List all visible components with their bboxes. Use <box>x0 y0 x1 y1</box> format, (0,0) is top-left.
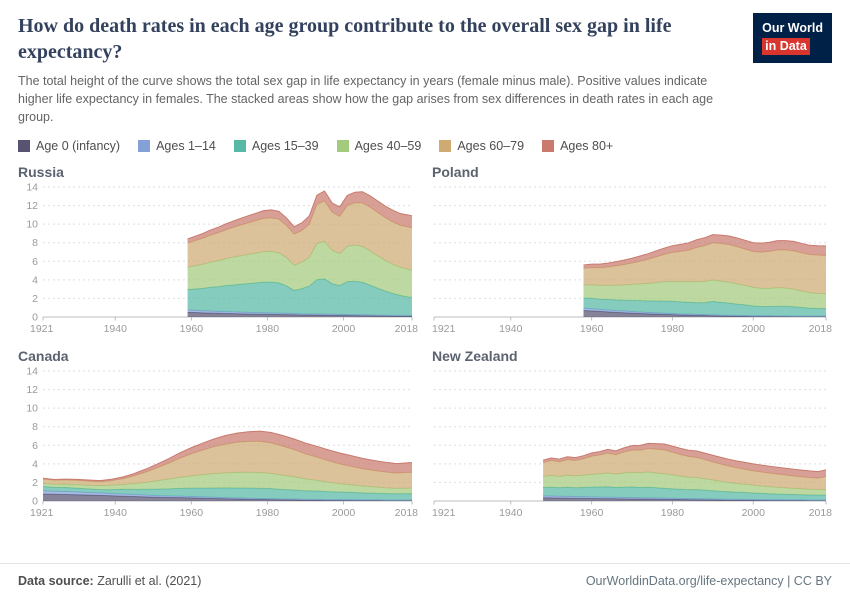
chart-cell-canada: Canada 0 2 4 6 8 10 12 14 1921 1940 1960 1980 2000 20… <box>16 339 420 523</box>
svg-text:10: 10 <box>26 403 38 415</box>
facet-title-poland: Poland <box>432 164 479 181</box>
legend-swatch-icon <box>542 140 555 153</box>
svg-text:1980: 1980 <box>256 323 280 335</box>
chart-cell-new-zealand: New Zealand 1921 1940 1960 1980 2000 2018 <box>430 339 834 523</box>
svg-text:2: 2 <box>32 293 38 305</box>
credit-link[interactable]: OurWorldinData.org/life-expectancy | CC … <box>585 574 832 588</box>
svg-text:6: 6 <box>32 256 38 268</box>
svg-text:2000: 2000 <box>742 323 766 335</box>
svg-text:0: 0 <box>32 496 38 508</box>
svg-text:1940: 1940 <box>104 323 128 335</box>
stacked-area-chart-new-zealand: 1921 1940 1960 1980 2000 2018 <box>432 370 832 519</box>
data-source-value: Zarulli et al. (2021) <box>93 574 202 588</box>
owid-logo[interactable]: Our World in Data <box>753 13 832 63</box>
svg-text:2: 2 <box>32 477 38 489</box>
facet-title-new-zealand: New Zealand <box>432 348 518 365</box>
svg-text:8: 8 <box>32 422 38 434</box>
legend-item-ages-1-14: Ages 1–14 <box>138 139 216 153</box>
svg-text:1980: 1980 <box>661 507 685 519</box>
svg-text:10: 10 <box>26 219 38 231</box>
legend-label: Ages 60–79 <box>457 139 525 154</box>
svg-text:1921: 1921 <box>30 507 54 519</box>
svg-text:8: 8 <box>32 238 38 250</box>
svg-text:12: 12 <box>26 384 38 396</box>
svg-text:1940: 1940 <box>104 507 128 519</box>
svg-text:2018: 2018 <box>809 323 832 335</box>
owid-logo-line2: in Data <box>762 37 810 55</box>
svg-text:1921: 1921 <box>432 323 456 335</box>
svg-text:2018: 2018 <box>395 323 418 335</box>
legend-swatch-icon <box>18 140 30 153</box>
legend-swatch-icon <box>439 140 452 153</box>
legend-item-ages-80-plus: Ages 80+ <box>542 139 613 153</box>
legend-label: Ages 15–39 <box>251 139 319 154</box>
svg-text:1940: 1940 <box>499 323 523 335</box>
svg-text:2000: 2000 <box>332 323 356 335</box>
legend-label: Ages 40–59 <box>354 139 422 154</box>
facet-title-russia: Russia <box>18 164 64 181</box>
svg-text:4: 4 <box>32 275 38 287</box>
stacked-area-chart-russia: 0 2 4 6 8 10 12 14 1921 1940 1960 1980 2000 2018 <box>26 182 418 336</box>
legend-swatch-icon <box>336 140 349 153</box>
svg-text:1960: 1960 <box>580 323 604 335</box>
legend-item-ages-15-39: Ages 15–39 <box>233 139 319 154</box>
footer: Data source: Zarulli et al. (2021) OurWo… <box>0 563 850 600</box>
svg-text:1960: 1960 <box>580 507 604 519</box>
stacked-area-chart-poland: 1921 1940 1960 1980 2000 2018 <box>432 186 832 335</box>
chart-cell-poland: Poland 1921 1940 1960 1980 2000 2018 <box>430 155 834 339</box>
owid-logo-line1: Our World <box>762 21 823 35</box>
svg-text:2018: 2018 <box>395 507 418 519</box>
svg-text:0: 0 <box>32 312 38 324</box>
data-source: Data source: Zarulli et al. (2021) <box>18 574 201 588</box>
title-block: How do death rates in each age group con… <box>18 13 753 126</box>
facet-title-canada: Canada <box>18 348 69 365</box>
svg-text:4: 4 <box>32 459 38 471</box>
legend-swatch-icon <box>138 140 151 153</box>
svg-text:2000: 2000 <box>742 507 766 519</box>
svg-text:1960: 1960 <box>180 507 204 519</box>
svg-text:1921: 1921 <box>30 323 54 335</box>
header: How do death rates in each age group con… <box>0 0 850 126</box>
legend-swatch-icon <box>233 140 246 153</box>
legend-label: Ages 80+ <box>560 139 614 154</box>
svg-text:2000: 2000 <box>332 507 356 519</box>
svg-text:1980: 1980 <box>256 507 280 519</box>
legend-label: Ages 1–14 <box>156 139 216 154</box>
svg-text:1980: 1980 <box>661 323 685 335</box>
svg-text:2018: 2018 <box>809 507 832 519</box>
svg-text:1960: 1960 <box>180 323 204 335</box>
svg-text:14: 14 <box>26 366 38 378</box>
chart-cell-russia: Russia 0 2 4 6 8 10 12 14 1921 1940 1960 1980 2000 20… <box>16 155 420 339</box>
svg-text:6: 6 <box>32 440 38 452</box>
stacked-area-chart-canada: 0 2 4 6 8 10 12 14 1921 1940 1960 1980 2000 2018 <box>26 366 418 520</box>
svg-text:1921: 1921 <box>432 507 456 519</box>
svg-text:1940: 1940 <box>499 507 523 519</box>
page-title: How do death rates in each age group con… <box>18 15 672 63</box>
svg-text:12: 12 <box>26 200 38 212</box>
legend-label: Age 0 (infancy) <box>36 139 121 154</box>
page-subtitle: The total height of the curve shows the … <box>18 74 714 125</box>
legend-item-age-0-infancy: Age 0 (infancy) <box>18 139 120 153</box>
legend-item-ages-40-59: Ages 40–59 <box>336 139 422 154</box>
legend-item-ages-60-79: Ages 60–79 <box>439 139 524 153</box>
legend: Age 0 (infancy) Ages 1–14 Ages 15–39 Age… <box>0 126 850 153</box>
data-source-label: Data source: <box>18 574 94 588</box>
charts-grid: Russia 0 2 4 6 8 10 12 14 1921 1940 1960 1980 2000 20… <box>0 153 850 523</box>
svg-text:14: 14 <box>26 182 38 194</box>
